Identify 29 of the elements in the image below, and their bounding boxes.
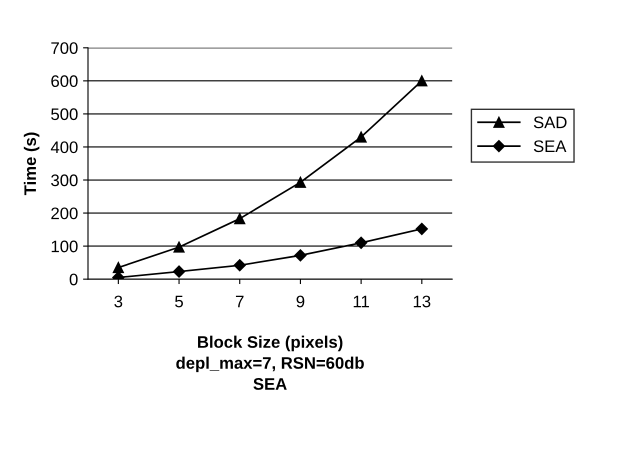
point	[234, 213, 246, 224]
point	[112, 262, 124, 274]
point	[173, 242, 185, 253]
y-tick-label: 200	[51, 207, 78, 220]
point	[294, 176, 306, 188]
point	[355, 236, 368, 249]
legend-label: SAD	[534, 116, 567, 128]
x-axis-title: Block Size (pixels) depl_max=7, RSN=60db SEA	[176, 336, 364, 390]
x-tick-label: 5	[175, 296, 183, 308]
y-tick-label: 0	[70, 274, 78, 286]
point	[294, 249, 307, 262]
point	[356, 131, 367, 143]
x-tick-label: 7	[236, 296, 244, 308]
y-tick-label: 400	[50, 141, 78, 154]
point	[234, 259, 246, 272]
y-tick-label: 700	[51, 42, 78, 54]
point	[172, 265, 186, 278]
y-tick-label: 300	[51, 174, 78, 186]
y-tick-label: 500	[51, 108, 78, 120]
point	[416, 222, 428, 236]
y-tick-label: 600	[51, 75, 78, 88]
x-tick-label: 13	[414, 296, 430, 308]
point	[416, 75, 428, 86]
x-tick-label: 11	[354, 296, 369, 308]
y-axis-title: Time (s)	[24, 132, 40, 196]
legend-label: SEA	[534, 140, 566, 152]
x-tick-label: 9	[296, 296, 304, 308]
x-tick-label: 3	[114, 296, 122, 308]
y-tick-label: 100	[52, 240, 78, 252]
